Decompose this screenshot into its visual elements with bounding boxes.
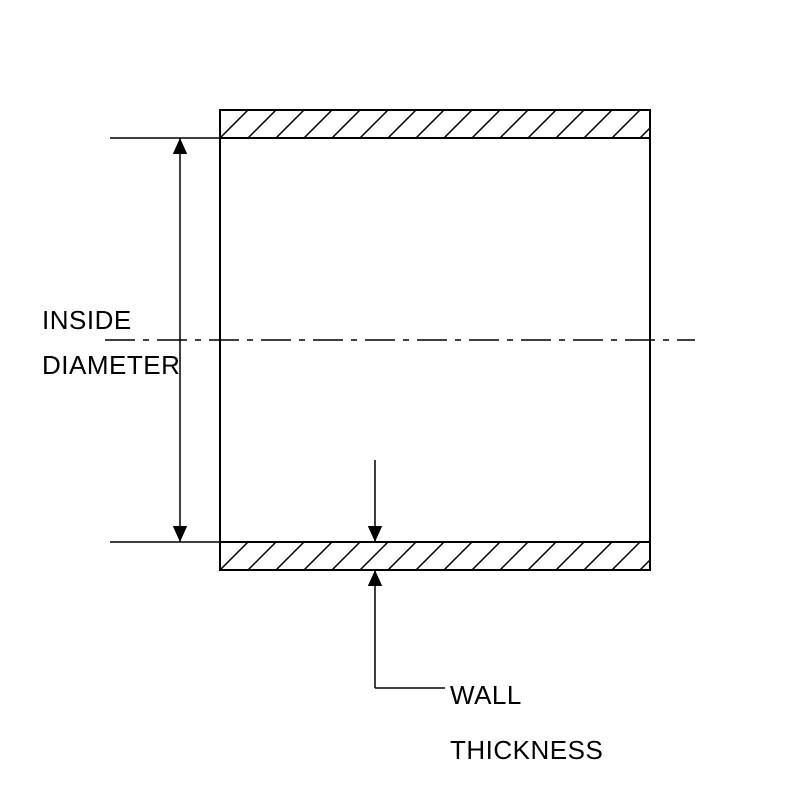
inside-diameter-label-1: INSIDE [42,305,132,336]
wall-thickness-label-1: WALL [450,680,522,711]
inside-diameter-label-2: DIAMETER [42,350,180,381]
wall-thickness-label-2: THICKNESS [450,735,603,766]
technical-drawing [0,0,800,800]
